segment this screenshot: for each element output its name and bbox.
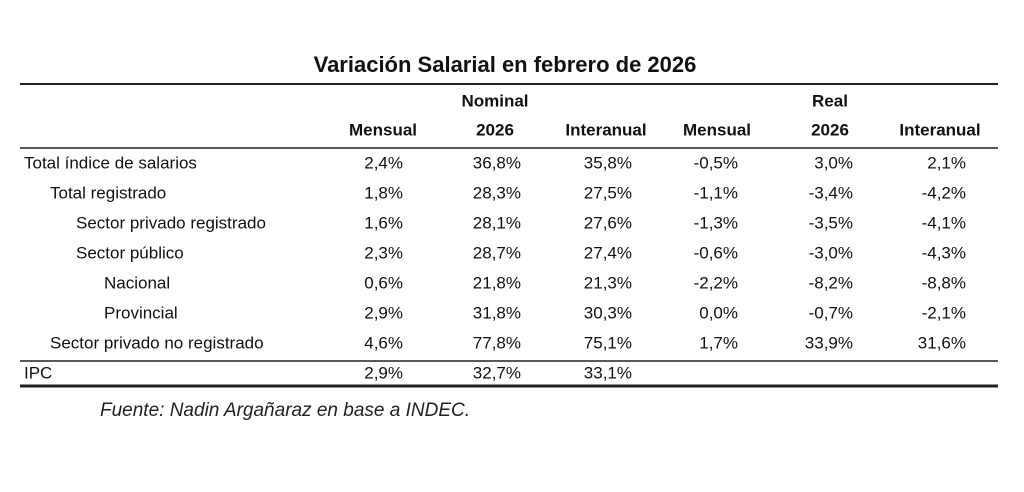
cell-value: -3,0% [809,243,853,262]
cell-value: 31,8% [473,303,521,322]
cell-value: 36,8% [473,153,521,172]
cell-value: 0,0% [699,303,738,322]
cell-value: 33,1% [584,363,632,382]
cell-value: -4,2% [922,183,966,202]
cell-value: -1,3% [694,213,738,232]
cell-value: 1,8% [364,183,403,202]
cell-value: 21,8% [473,273,521,292]
row-label: IPC [24,363,52,382]
table-title: Variación Salarial en febrero de 2026 [314,52,697,77]
cell-value: 3,0% [814,153,853,172]
column-header: 2026 [811,120,849,139]
cell-value: 31,6% [918,333,966,352]
cell-value: 1,6% [364,213,403,232]
cell-value: -0,5% [694,153,738,172]
cell-value: 27,5% [584,183,632,202]
cell-value: -8,8% [922,273,966,292]
column-header: Interanual [565,120,646,139]
cell-value: 77,8% [473,333,521,352]
cell-value: -2,2% [694,273,738,292]
cell-value: 0,6% [364,273,403,292]
row-label: Nacional [104,273,170,292]
row-label: Sector privado no registrado [50,333,264,352]
cell-value: 28,7% [473,243,521,262]
cell-value: -4,1% [922,213,966,232]
group-header: Real [812,91,848,110]
cell-value: 2,4% [364,153,403,172]
cell-value: 32,7% [473,363,521,382]
cell-value: 27,4% [584,243,632,262]
row-label: Provincial [104,303,178,322]
row-label: Total registrado [50,183,166,202]
cell-value: -1,1% [694,183,738,202]
cell-value: 2,1% [927,153,966,172]
cell-value: -0,7% [809,303,853,322]
cell-value: -3,5% [809,213,853,232]
column-header: Mensual [349,120,417,139]
cell-value: 28,3% [473,183,521,202]
row-label: Total índice de salarios [24,153,197,172]
cell-value: 75,1% [584,333,632,352]
cell-value: 30,3% [584,303,632,322]
cell-value: 21,3% [584,273,632,292]
column-header: Interanual [899,120,980,139]
column-header: 2026 [476,120,514,139]
cell-value: 1,7% [699,333,738,352]
source-note: Fuente: Nadin Argañaraz en base a INDEC. [100,400,470,421]
cell-value: -8,2% [809,273,853,292]
cell-value: -4,3% [922,243,966,262]
cell-value: 33,9% [805,333,853,352]
column-header: Mensual [683,120,751,139]
cell-value: 27,6% [584,213,632,232]
row-label: Sector privado registrado [76,213,266,232]
cell-value: 35,8% [584,153,632,172]
cell-value: 4,6% [364,333,403,352]
group-header: Nominal [461,91,528,110]
cell-value: 2,9% [364,303,403,322]
cell-value: -3,4% [809,183,853,202]
cell-value: 28,1% [473,213,521,232]
cell-value: 2,3% [364,243,403,262]
cell-value: 2,9% [364,363,403,382]
row-label: Sector público [76,243,184,262]
cell-value: -0,6% [694,243,738,262]
cell-value: -2,1% [922,303,966,322]
